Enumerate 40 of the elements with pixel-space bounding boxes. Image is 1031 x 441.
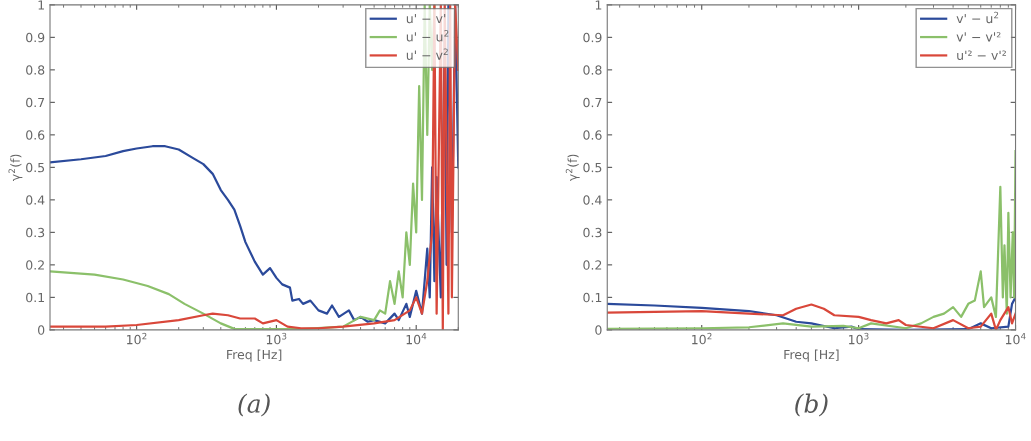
legend-label: u' − u$^{2}$ [406, 30, 449, 42]
y-tick-label: 1 [38, 0, 44, 10]
legend-label: u' − v$^{2}$ [406, 48, 448, 60]
x-tick-label: 10$^{3}$ [266, 332, 287, 345]
y-axis-title: γ$^{2}$(f) [8, 154, 23, 181]
y-tick-label: 0 [38, 325, 45, 335]
x-tick-label: 10$^{4}$ [406, 332, 427, 345]
x-tick-label: 10$^{2}$ [692, 332, 712, 345]
y-tick-label: 0.1 [26, 292, 44, 303]
y-tick-label: 0.2 [583, 260, 602, 270]
y-tick-label: 0.5 [26, 162, 45, 173]
y-tick-label: 0.8 [26, 65, 45, 75]
y-tick-label: 0.9 [583, 32, 602, 43]
x-tick-label: 10$^{2}$ [127, 332, 147, 345]
y-tick-label: 0.2 [26, 260, 44, 270]
text: (b) [795, 393, 828, 417]
y-tick-label: 0.7 [583, 97, 602, 108]
y-tick-label: 0.1 [583, 292, 602, 303]
legend-label: v' − u$^{2}$ [956, 11, 999, 24]
legend-label: u'² − v'² [957, 50, 1006, 60]
y-tick-label: 0 [595, 325, 602, 335]
y-axis-title: γ$^{2}$(f) [565, 154, 580, 181]
x-axis-title: Freq [Hz] [227, 349, 282, 362]
y-tick-label: 0.8 [583, 65, 602, 75]
legend-label: v' − v'² [956, 32, 1001, 42]
y-tick-label: 0.7 [26, 97, 45, 108]
legend-label: u' − v' [406, 13, 446, 24]
y-tick-label: 0.9 [26, 32, 45, 43]
y-tick-label: 0.6 [583, 130, 602, 140]
y-tick-label: 0.3 [26, 227, 45, 238]
y-tick-label: 0.3 [583, 227, 602, 238]
y-tick-label: 0.4 [583, 195, 602, 205]
x-axis-title: Freq [Hz] [784, 349, 839, 362]
y-tick-label: 0.6 [26, 130, 45, 140]
y-tick-label: 0.5 [583, 162, 602, 173]
text: (a) [238, 393, 270, 417]
y-tick-label: 1 [595, 0, 602, 10]
y-tick-label: 0.4 [26, 195, 45, 205]
x-tick-label: 10$^{4}$ [1005, 332, 1026, 345]
x-tick-label: 10$^{3}$ [849, 332, 869, 345]
